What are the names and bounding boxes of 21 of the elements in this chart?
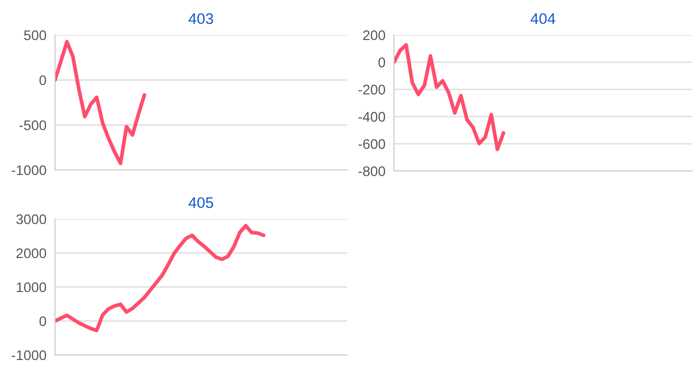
line-series [394, 43, 506, 152]
y-tick-label: 0 [39, 75, 46, 86]
y-tick-label: 1000 [16, 282, 46, 292]
chart-title: 405 [188, 197, 214, 208]
y-tick-label: 500 [24, 30, 46, 40]
chart-title: 403 [188, 13, 214, 24]
y-tick-label: -600 [358, 139, 386, 149]
y-tick-label: 3000 [16, 214, 46, 224]
y-tick-label: -400 [358, 112, 386, 122]
y-tick-label: 0 [39, 316, 46, 326]
y-tick-label: 2000 [16, 248, 46, 258]
line-series [55, 224, 266, 332]
y-tick-label: 200 [363, 30, 386, 40]
y-tick-label: -500 [19, 120, 46, 130]
line-series [55, 40, 146, 166]
y-tick-label: -1000 [12, 350, 46, 360]
y-tick-label: 0 [378, 58, 386, 68]
chart-title: 404 [530, 13, 556, 24]
y-tick-label: -800 [358, 166, 386, 176]
y-tick-label: -200 [358, 84, 386, 95]
y-tick-label: -1000 [12, 165, 46, 176]
